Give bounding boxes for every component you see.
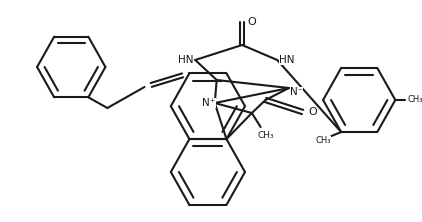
Text: CH₃: CH₃ xyxy=(316,136,331,145)
Text: CH₃: CH₃ xyxy=(407,95,422,105)
Text: N⁺: N⁺ xyxy=(202,98,216,108)
Text: HN: HN xyxy=(279,55,295,65)
Text: CH₃: CH₃ xyxy=(257,131,274,139)
Text: O: O xyxy=(308,107,317,117)
Text: O: O xyxy=(247,17,256,27)
Text: HN: HN xyxy=(178,55,193,65)
Text: N⁻: N⁻ xyxy=(290,87,303,97)
